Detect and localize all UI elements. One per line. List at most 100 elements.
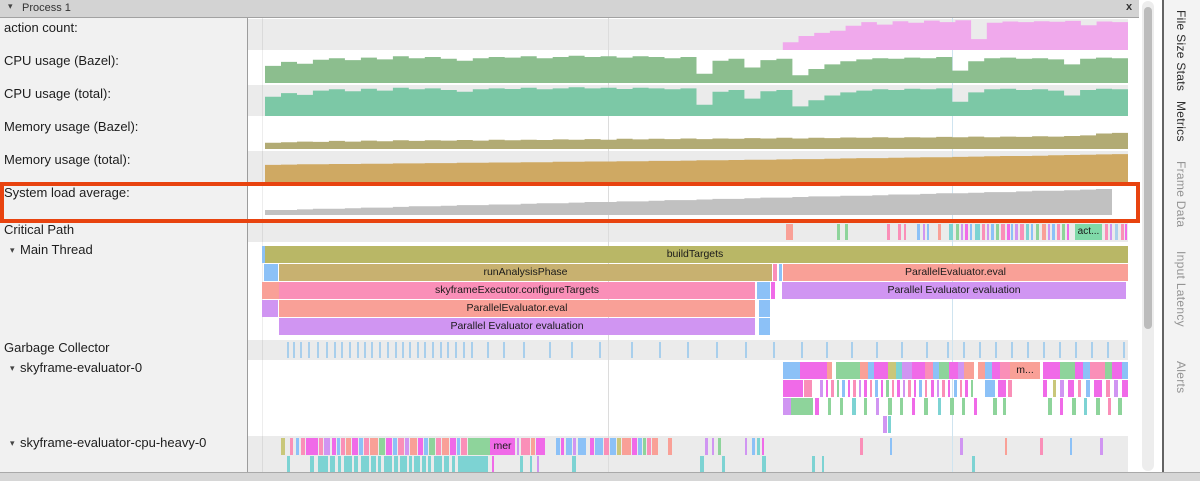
trace-slice[interactable] [965,380,968,397]
trace-slice[interactable] [919,380,922,397]
trace-slice[interactable] [668,438,672,455]
trace-slice[interactable] [622,438,631,455]
gc-tick[interactable] [371,342,373,358]
trace-slice[interactable] [762,456,766,472]
trace-slice[interactable] [434,456,442,472]
critical-path-tick[interactable] [1062,224,1065,240]
row-label-skyframe-evaluator-cpu-heavy-0[interactable]: ▾ skyframe-evaluator-cpu-heavy-0 [0,434,246,452]
trace-slice[interactable] [1106,380,1110,397]
trace-slice[interactable] [452,456,455,472]
critical-path-tick[interactable] [949,224,953,240]
critical-path-tick[interactable] [917,224,920,240]
gc-tick[interactable] [424,342,426,358]
gc-tick[interactable] [417,342,419,358]
trace-slice[interactable] [831,380,834,397]
trace-slice[interactable] [771,282,775,299]
gc-tick[interactable] [1075,342,1077,358]
trace-slice[interactable] [1053,380,1056,397]
trace-slice[interactable] [836,362,860,379]
gc-tick[interactable] [1011,342,1013,358]
trace-slice[interactable]: Parallel Evaluator evaluation [279,318,755,335]
collapse-triangle-icon[interactable]: ▾ [10,438,15,448]
gc-tick[interactable] [409,342,411,358]
trace-slice[interactable] [860,362,868,379]
critical-path-tick[interactable] [1115,224,1118,240]
trace-slice[interactable] [262,282,279,299]
trace-slice[interactable] [610,438,616,455]
trace-slice[interactable] [950,398,954,415]
trace-slice[interactable] [998,380,1006,397]
trace-slice[interactable] [1100,438,1103,455]
trace-slice[interactable] [617,438,621,455]
gc-tick[interactable] [659,342,661,358]
trace-slice[interactable] [985,362,992,379]
gc-tick[interactable] [1027,342,1029,358]
trace-slice[interactable] [1122,362,1128,379]
trace-slice[interactable]: Parallel Evaluator evaluation [782,282,1126,299]
gc-tick[interactable] [300,342,302,358]
gc-tick[interactable] [379,342,381,358]
trace-slice[interactable] [530,456,532,472]
trace-slice[interactable] [595,438,603,455]
gc-tick[interactable] [432,342,434,358]
critical-path-tick[interactable] [837,224,840,240]
trace-slice[interactable] [332,438,336,455]
gc-tick[interactable] [287,342,289,358]
trace-slice[interactable] [762,438,764,455]
trace-slice[interactable] [458,456,488,472]
critical-path-tick[interactable] [1125,224,1127,240]
counter-chart-cpu-usage-total[interactable] [265,85,1128,116]
critical-path-tick[interactable] [1042,224,1046,240]
trace-slice[interactable] [394,456,398,472]
trace-slice[interactable] [815,398,819,415]
trace-slice[interactable] [852,398,856,415]
trace-slice[interactable] [892,380,894,397]
trace-slice[interactable] [912,362,925,379]
trace-slice[interactable] [954,380,957,397]
trace-slice[interactable] [914,380,916,397]
trace-slice[interactable] [712,438,714,455]
trace-slice[interactable] [1075,362,1083,379]
trace-slice[interactable] [324,438,330,455]
gc-tick[interactable] [334,342,336,358]
trace-slice[interactable]: buildTargets [262,246,1128,263]
critical-path-tick[interactable] [970,224,972,240]
critical-path-tick[interactable] [1067,224,1069,240]
critical-path-tick[interactable] [1105,224,1108,240]
trace-slice[interactable] [860,438,863,455]
trace-slice[interactable] [457,438,460,455]
trace-slice[interactable] [971,380,973,397]
trace-slice[interactable] [888,398,892,415]
trace-slice[interactable] [992,362,1000,379]
trace-slice[interactable] [883,416,887,433]
critical-path-tick[interactable] [1121,224,1124,240]
trace-slice[interactable] [842,380,845,397]
trace-slice[interactable] [908,380,911,397]
gc-tick[interactable] [773,342,775,358]
trace-slice[interactable] [958,362,964,379]
trace-slice[interactable] [1048,398,1052,415]
tab-frame-data[interactable]: Frame Data [1174,161,1188,228]
trace-slice[interactable] [1043,362,1060,379]
trace-slice[interactable] [939,362,949,379]
trace-slice[interactable] [759,318,770,335]
trace-slice[interactable] [521,438,530,455]
trace-slice[interactable] [1105,362,1112,379]
trace-slice[interactable] [354,456,358,472]
trace-slice[interactable] [903,380,905,397]
trace-slice[interactable] [287,456,290,472]
trace-slice[interactable] [632,438,637,455]
trace-slice[interactable] [868,362,874,379]
trace-slice[interactable] [896,362,902,379]
gc-tick[interactable] [503,342,505,358]
trace-slice-labeled[interactable]: m... [1010,362,1040,379]
trace-slice[interactable] [461,438,467,455]
trace-slice[interactable] [405,438,409,455]
critical-path-tick[interactable] [1052,224,1055,240]
trace-slice[interactable] [1118,398,1122,415]
trace-slice[interactable] [262,246,265,263]
trace-slice[interactable] [370,438,378,455]
trace-slice[interactable] [759,300,770,317]
tab-metrics[interactable]: Metrics [1174,101,1188,142]
trace-slice[interactable] [536,438,545,455]
